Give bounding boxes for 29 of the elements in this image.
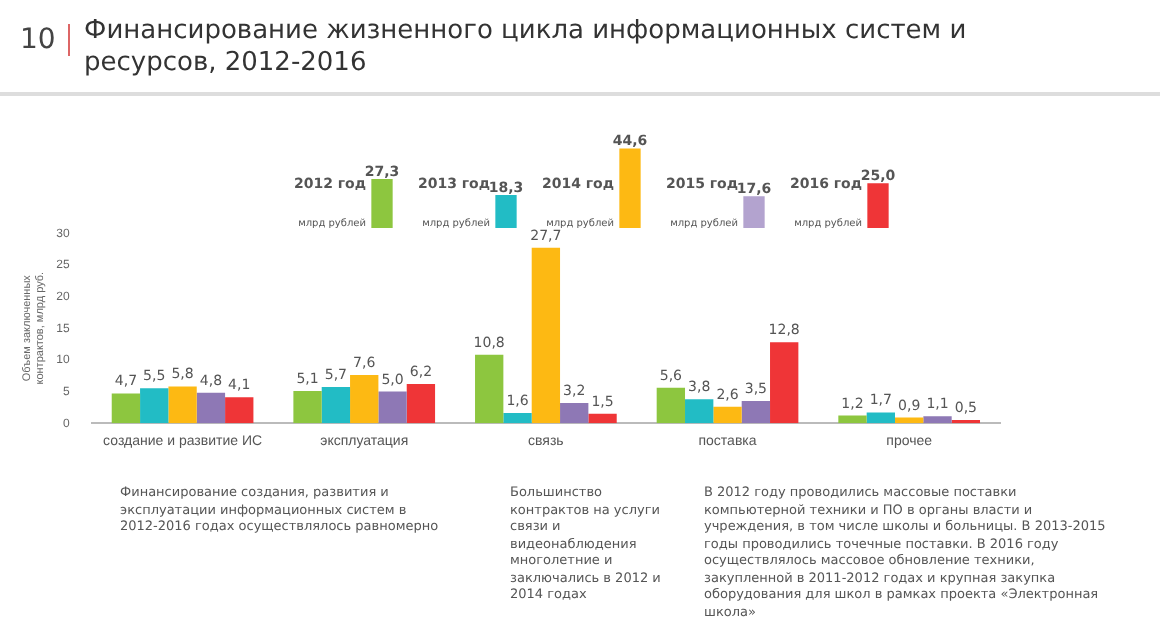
bar <box>867 183 889 228</box>
bar <box>503 413 532 424</box>
bar <box>168 386 197 424</box>
bar <box>685 399 714 424</box>
bar <box>225 397 254 424</box>
bar <box>838 415 867 424</box>
bar <box>350 375 379 424</box>
bar <box>111 393 141 424</box>
bar <box>619 148 641 228</box>
bar <box>770 342 799 424</box>
bar <box>475 354 504 424</box>
bar <box>741 401 771 424</box>
bar <box>656 387 686 424</box>
bar <box>378 391 407 424</box>
bar <box>560 402 589 424</box>
bar <box>923 416 952 424</box>
bar <box>406 383 436 424</box>
bar <box>866 412 896 424</box>
bar <box>531 247 561 424</box>
bar <box>495 195 517 228</box>
bar <box>196 392 226 424</box>
bar <box>588 413 617 424</box>
bar <box>743 196 765 228</box>
bar <box>293 390 322 424</box>
bar <box>321 387 351 424</box>
chart-title: Финансирование жизненного цикла информационных систем и ресурсов, 2012-2016 <box>84 16 969 80</box>
bar <box>371 179 393 228</box>
bar <box>140 388 169 424</box>
bar <box>713 406 742 424</box>
